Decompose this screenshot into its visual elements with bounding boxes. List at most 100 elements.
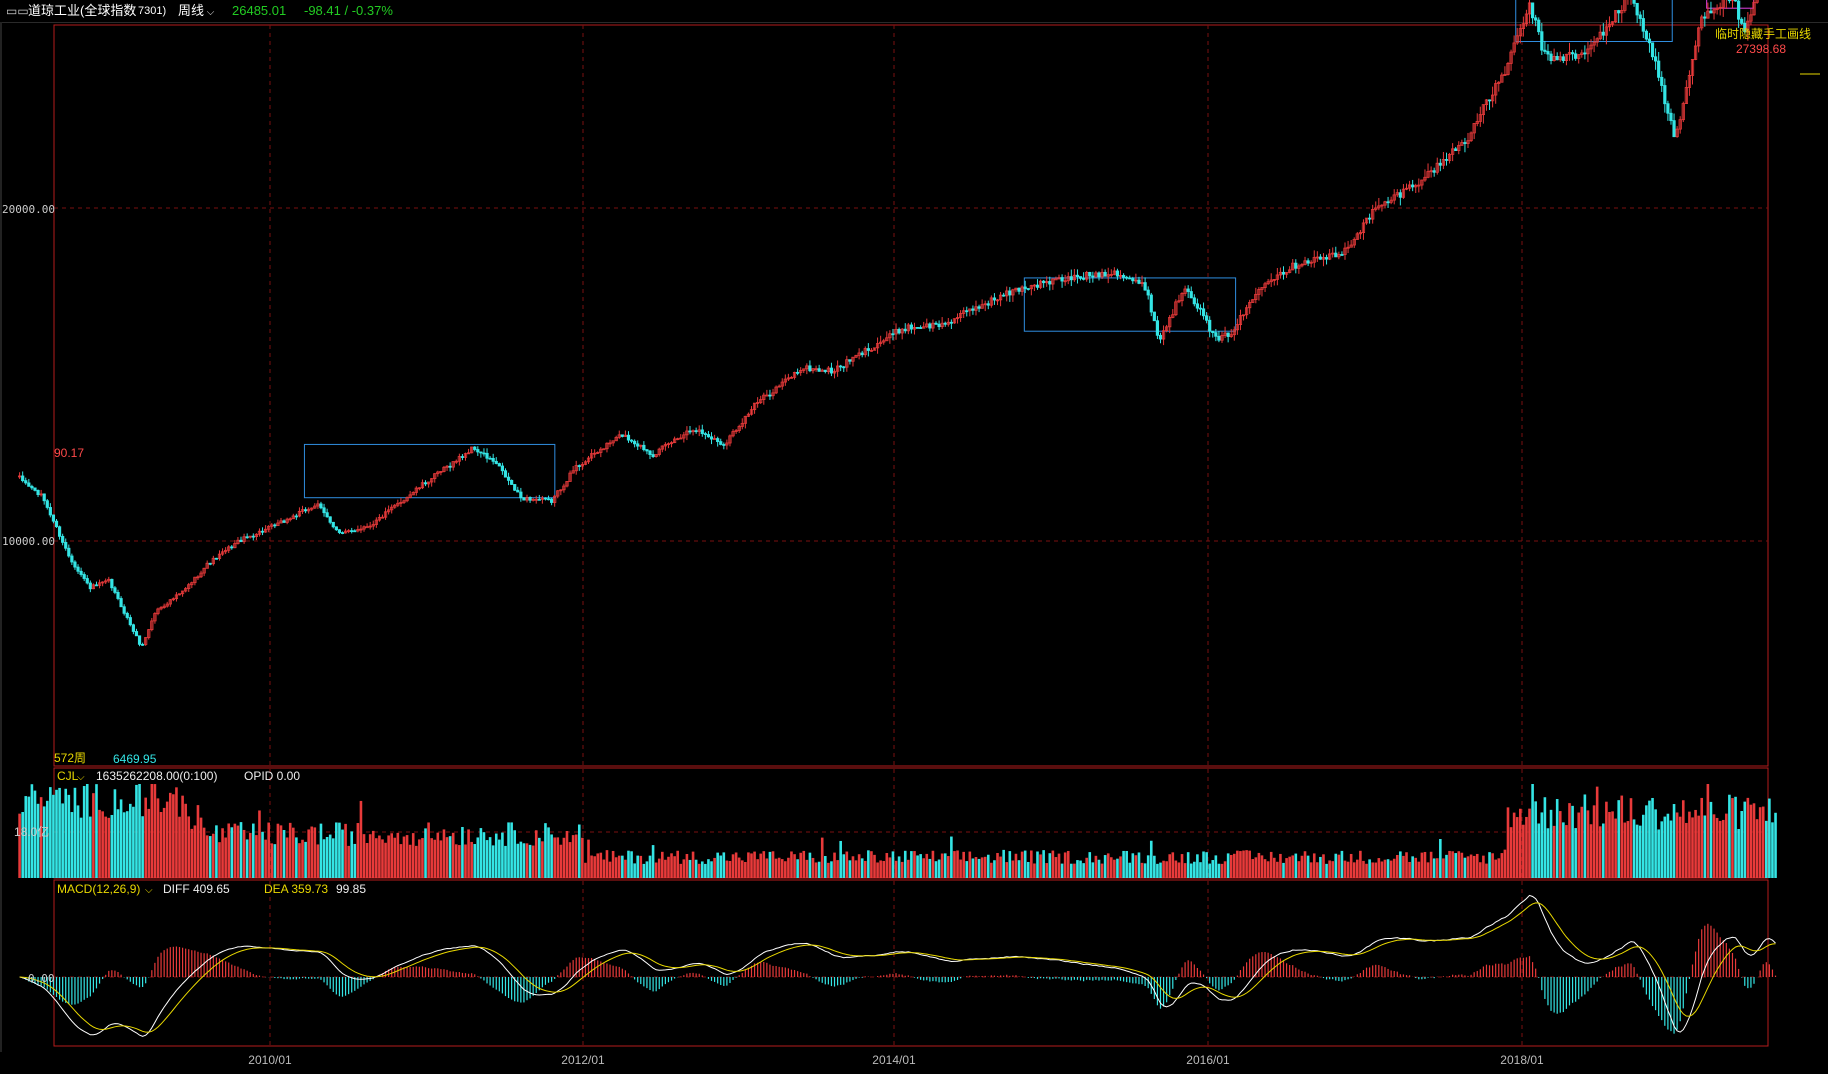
chevron-down-icon[interactable]: ⌵ — [77, 772, 85, 783]
volume-bar — [900, 861, 904, 878]
candle-body — [891, 333, 895, 336]
volume-bar — [1629, 798, 1633, 878]
candle-body — [171, 598, 175, 601]
link-icon[interactable]: ▭▭ — [6, 4, 29, 18]
candle-body — [21, 475, 25, 482]
volume-bar — [1568, 803, 1571, 878]
volume-bar — [331, 838, 335, 878]
candle-body — [676, 438, 680, 441]
candle-body — [340, 532, 345, 534]
volume-indicator-selector[interactable]: CJL — [57, 769, 79, 783]
candle-body — [1423, 176, 1427, 181]
volume-bar — [1641, 814, 1645, 878]
candle-body — [1143, 282, 1147, 291]
volume-bar — [922, 858, 926, 878]
candle-body — [1075, 274, 1080, 278]
volume-bar — [1758, 807, 1762, 878]
candle-body — [1220, 335, 1224, 341]
candle-body — [1518, 28, 1522, 37]
volume-bar — [1503, 849, 1507, 878]
volume-bar — [1091, 862, 1095, 878]
volume-bar — [1678, 816, 1682, 878]
volume-bar — [1555, 799, 1559, 878]
opid-value: OPID 0.00 — [244, 769, 300, 783]
candle-body — [190, 582, 194, 586]
candle-body — [919, 327, 923, 329]
candle-body — [848, 359, 852, 362]
volume-bar — [70, 812, 74, 878]
volume-bar — [227, 823, 231, 878]
period-selector[interactable]: 周线 ⌵ — [178, 0, 214, 24]
volume-bar — [1681, 800, 1685, 878]
volume-bar — [1549, 809, 1553, 878]
volume-bar — [1608, 811, 1611, 878]
candle-body — [943, 322, 947, 325]
volume-bar — [125, 811, 129, 878]
candle-body — [436, 471, 440, 475]
candle-body — [771, 392, 775, 397]
candle-body — [316, 503, 320, 507]
candle-body — [1595, 38, 1599, 43]
candle-body — [912, 327, 917, 330]
volume-bar — [1466, 856, 1470, 878]
candle-body — [854, 354, 858, 358]
volume-bar — [1715, 817, 1719, 878]
volume-bar — [461, 826, 464, 878]
hide-drawings-toggle[interactable]: 临时隐藏手工画线 — [1715, 27, 1811, 41]
candle-body — [291, 515, 295, 520]
candle-body — [1644, 30, 1648, 40]
volume-bar — [122, 812, 126, 878]
candle-body — [971, 308, 975, 311]
candle-body — [814, 368, 818, 371]
candle-body — [955, 317, 960, 320]
candle-body — [845, 359, 849, 368]
candle-body — [792, 371, 797, 378]
volume-bar — [1254, 857, 1258, 878]
candle-body — [476, 449, 480, 453]
instrument-name[interactable]: 道琼工业(全球指数 — [28, 3, 137, 18]
candle-body — [365, 526, 369, 529]
volume-bar — [827, 862, 830, 878]
macd-indicator-selector[interactable]: MACD(12,26,9) — [57, 882, 140, 896]
candle-body — [488, 457, 492, 460]
candle-body — [722, 444, 726, 446]
candle-body — [1438, 162, 1442, 166]
candle-body — [835, 365, 840, 372]
chevron-down-icon[interactable]: ⌵ — [145, 885, 153, 896]
volume-bar — [196, 805, 200, 878]
volume-bar — [1119, 856, 1122, 878]
volume-bar — [1193, 861, 1196, 878]
candle-body — [67, 547, 71, 557]
volume-bar — [1109, 857, 1113, 878]
volume-bar — [1426, 862, 1430, 878]
volume-bar — [728, 860, 732, 878]
volume-bar — [614, 857, 618, 878]
volume-bar — [165, 801, 169, 878]
candle-body — [940, 322, 944, 328]
volume-bar — [39, 797, 43, 878]
candle-body — [70, 555, 74, 563]
volume-bar — [1036, 851, 1039, 878]
volume-bar — [750, 853, 753, 878]
candle-body — [712, 438, 717, 440]
candle-body — [242, 536, 246, 543]
volume-bar — [399, 844, 403, 878]
volume-bar — [1774, 812, 1777, 878]
volume-bar — [940, 853, 944, 878]
candle-body — [1653, 56, 1658, 62]
candle-body — [1617, 10, 1621, 14]
annotation-boxes[interactable] — [303, 0, 1755, 499]
candle-body — [1318, 256, 1323, 260]
volume-bar — [33, 790, 37, 878]
volume-bar — [1226, 853, 1230, 878]
candle-body — [1407, 184, 1412, 189]
volume-bar — [396, 832, 400, 878]
volume-bar — [1500, 853, 1504, 878]
volume-bar — [488, 837, 492, 878]
candle-body — [85, 578, 89, 584]
volume-bar — [1094, 855, 1098, 878]
candle-body — [1457, 144, 1461, 151]
candle-body — [851, 356, 855, 362]
volume-bar — [421, 838, 424, 878]
